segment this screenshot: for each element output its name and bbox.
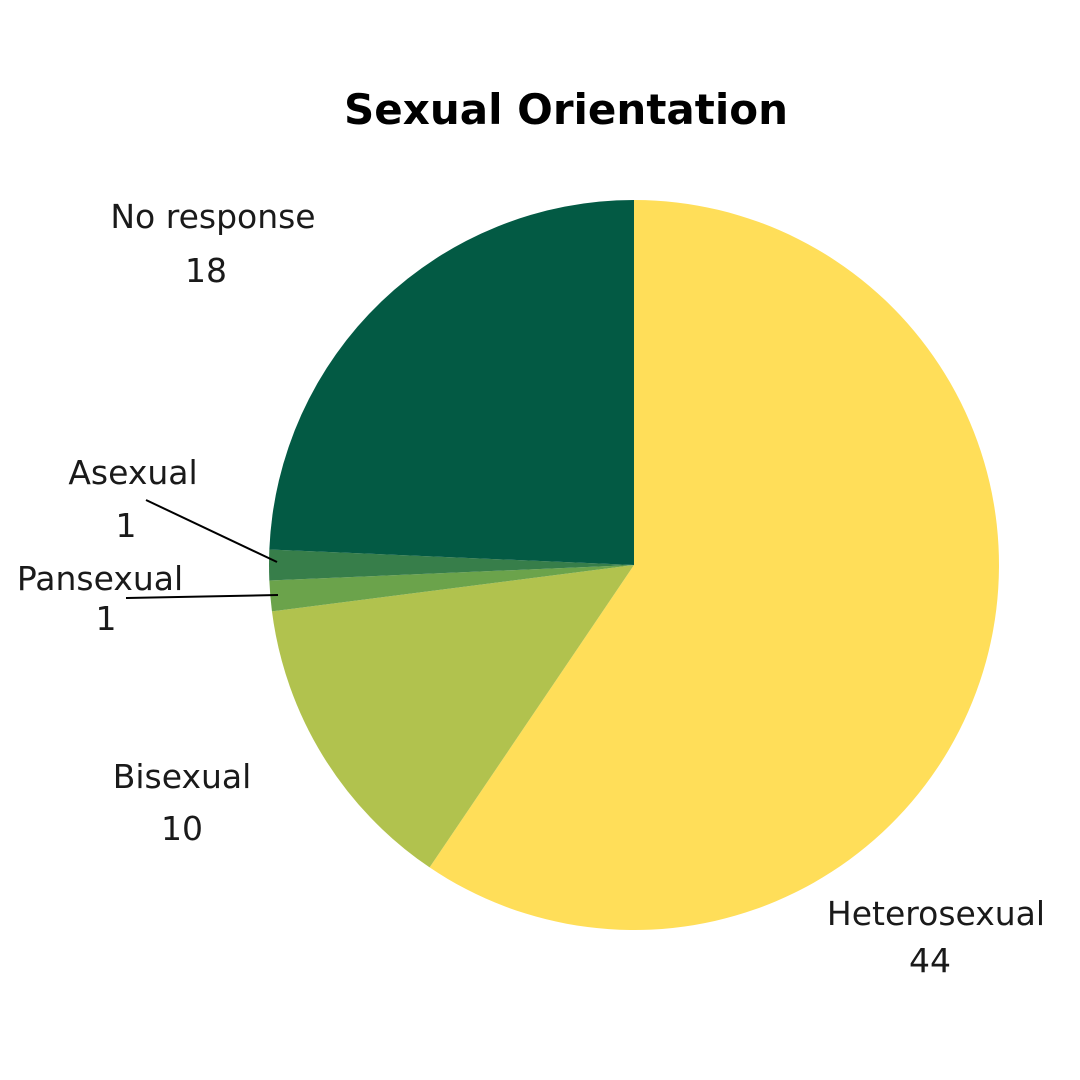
label-no-response-value: 18 (185, 251, 227, 290)
label-pansexual-value: 1 (96, 599, 117, 638)
label-asexual-name: Asexual (68, 453, 197, 492)
label-bisexual: Bisexual 10 (113, 757, 252, 848)
label-pansexual: Pansexual 1 (17, 559, 183, 638)
label-no-response: No response 18 (110, 197, 315, 290)
pie-slice-pansexual (269, 565, 634, 612)
chart-title: Sexual Orientation (344, 85, 788, 134)
label-bisexual-name: Bisexual (113, 757, 252, 796)
asexual-leader-line (145, 499, 278, 563)
label-asexual: Asexual 1 (68, 453, 197, 545)
pansexual-leader-line (125, 594, 279, 599)
pie-slice-heterosexual (429, 200, 999, 931)
pie-slices (269, 200, 999, 931)
pie-slice-no-response (269, 200, 634, 565)
pie-slice-bisexual (271, 565, 634, 868)
pie-slice-asexual (269, 549, 634, 581)
label-pansexual-name: Pansexual (17, 559, 183, 598)
label-bisexual-value: 10 (161, 809, 203, 848)
label-asexual-value: 1 (116, 506, 137, 545)
label-heterosexual: Heterosexual 44 (827, 894, 1045, 980)
label-no-response-name: No response (110, 197, 315, 236)
label-heterosexual-name: Heterosexual (827, 894, 1045, 933)
label-heterosexual-value: 44 (909, 941, 951, 980)
